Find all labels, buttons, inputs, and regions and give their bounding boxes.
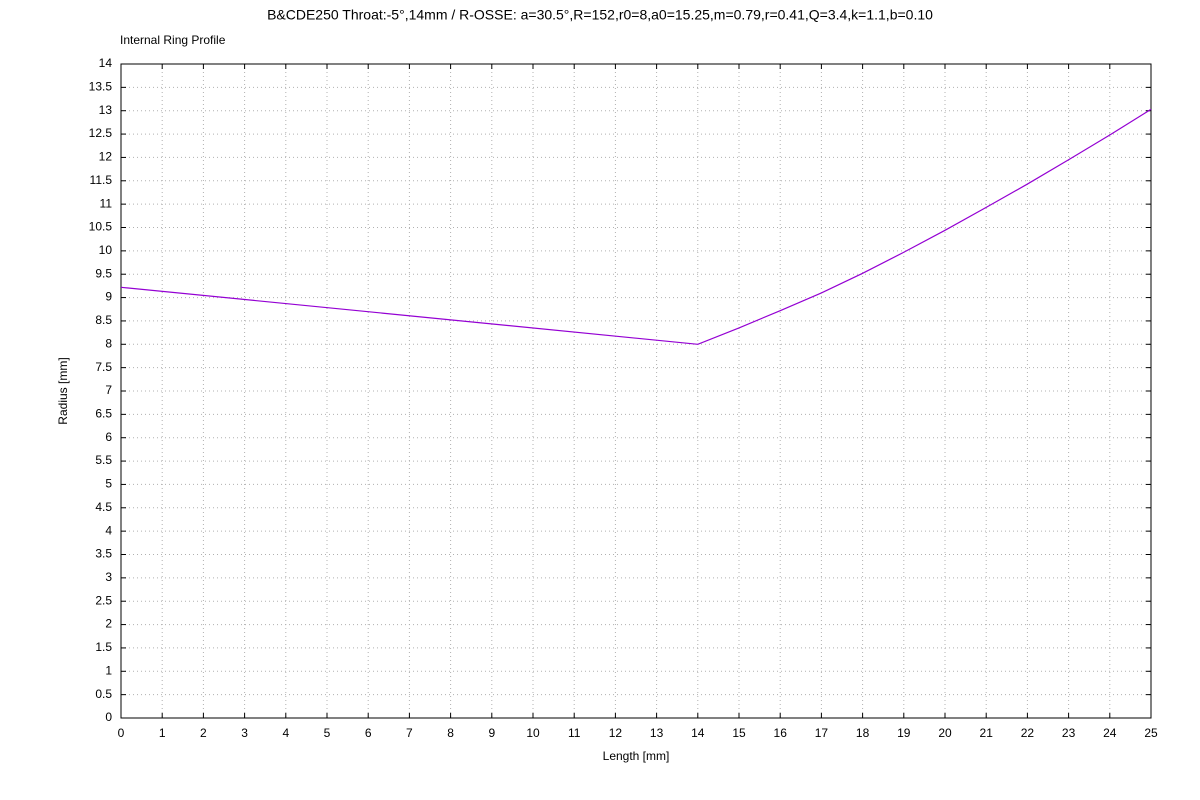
x-tick-label: 8 [447, 726, 454, 740]
y-tick-label: 3 [105, 570, 112, 584]
y-tick-label: 4 [105, 523, 112, 537]
y-tick-label: 9.5 [95, 266, 112, 280]
data-line [120, 108, 1152, 345]
x-tick-label: 25 [1144, 726, 1158, 740]
x-tick-label: 7 [406, 726, 413, 740]
x-tick-label: 20 [938, 726, 952, 740]
y-tick-label: 6 [105, 430, 112, 444]
x-tick-label: 13 [650, 726, 664, 740]
x-tick-label: 9 [488, 726, 495, 740]
y-tick-label: 13.5 [89, 80, 113, 94]
chart-title: B&CDE250 Throat:-5°,14mm / R-OSSE: a=30.… [267, 7, 933, 23]
y-tick-label: 1 [105, 663, 112, 677]
y-tick-label: 11 [100, 196, 113, 210]
x-tick-label: 12 [609, 726, 623, 740]
y-tick-label: 6.5 [95, 407, 112, 421]
y-tick-label: 7.5 [95, 360, 112, 374]
y-tick-label: 2.5 [95, 593, 112, 607]
x-tick-label: 10 [526, 726, 540, 740]
x-tick-label: 23 [1062, 726, 1076, 740]
x-tick-label: 1 [159, 726, 166, 740]
y-tick-label: 14 [99, 56, 113, 70]
x-tick-label: 16 [774, 726, 788, 740]
y-tick-label: 8 [105, 336, 112, 350]
y-tick-label: 10.5 [89, 220, 113, 234]
y-tick-label: 7 [105, 383, 112, 397]
y-axis-label: Radius [mm] [56, 357, 70, 424]
x-tick-label: 2 [200, 726, 207, 740]
x-axis-label: Length [mm] [603, 749, 670, 763]
y-tick-label: 12 [99, 150, 113, 164]
x-tick-label: 17 [815, 726, 829, 740]
y-tick-label: 4.5 [95, 500, 112, 514]
y-tick-label: 9 [105, 290, 112, 304]
y-tick-label: 5.5 [95, 453, 112, 467]
chart-subtitle: Internal Ring Profile [120, 33, 226, 47]
y-tick-label: 2 [105, 617, 112, 631]
x-tick-label: 11 [568, 726, 581, 740]
x-tick-label: 21 [980, 726, 994, 740]
y-tick-label: 0.5 [95, 687, 112, 701]
y-tick-label: 11.5 [90, 173, 113, 187]
y-tick-label: 1.5 [95, 640, 112, 654]
y-tick-label: 5 [105, 477, 112, 491]
y-tick-label: 10 [99, 243, 113, 257]
y-tick-label: 13 [99, 103, 113, 117]
plot-frame [120, 63, 1152, 719]
x-tick-label: 5 [324, 726, 331, 740]
y-tick-label: 12.5 [89, 126, 113, 140]
x-tick-label: 6 [365, 726, 372, 740]
x-tick-label: 15 [732, 726, 746, 740]
y-tick-label: 8.5 [95, 313, 112, 327]
x-tick-label: 4 [282, 726, 289, 740]
y-tick-label: 0 [105, 710, 112, 724]
x-tick-label: 18 [856, 726, 870, 740]
x-tick-label: 0 [118, 726, 125, 740]
x-tick-label: 19 [897, 726, 911, 740]
y-tick-label: 3.5 [95, 547, 112, 561]
x-tick-label: 14 [691, 726, 705, 740]
x-tick-label: 3 [241, 726, 248, 740]
x-tick-label: 24 [1103, 726, 1117, 740]
x-tick-label: 22 [1021, 726, 1035, 740]
